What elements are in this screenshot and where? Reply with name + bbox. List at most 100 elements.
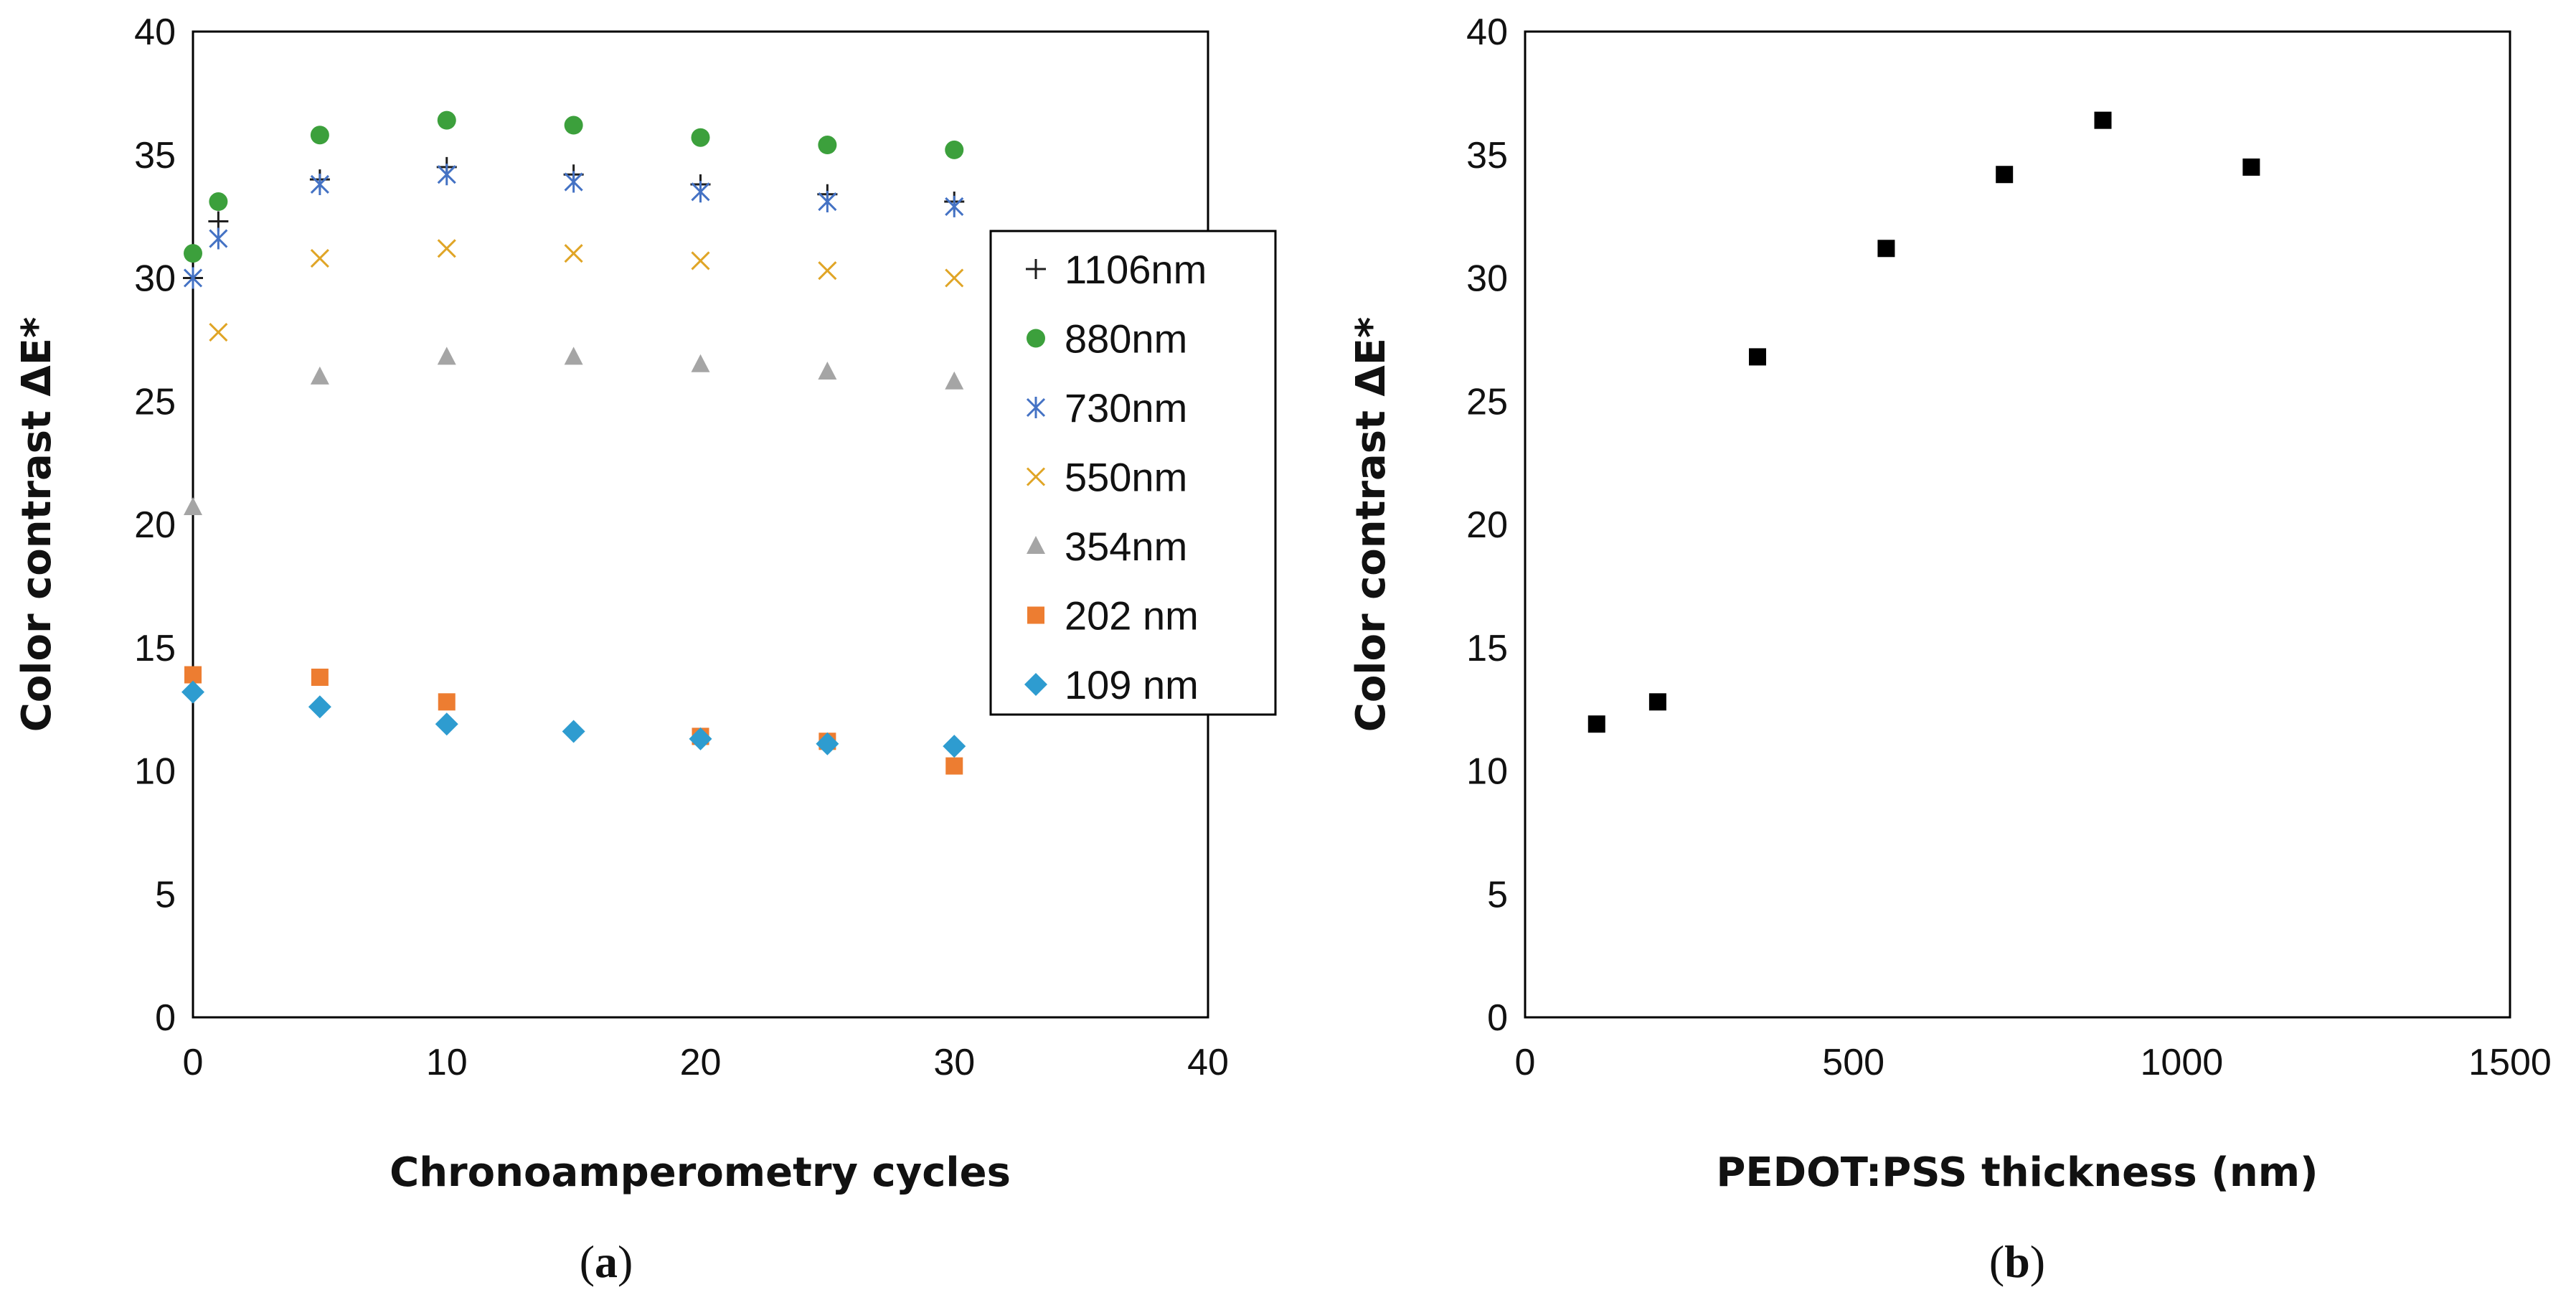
x-tick-labels-b: 0 500 1000 1500 [1515, 1042, 2552, 1083]
y-axis-title-b: Color contrast ΔE* [1348, 317, 1395, 733]
y-tick-label: 0 [1487, 997, 1508, 1039]
legend: 1106nm 880nm 730nm 550nm 354nm 202 nm 109 nm [1024, 247, 1207, 707]
legend-item-550nm: 550nm [1026, 455, 1187, 500]
legend-marker [1027, 606, 1044, 624]
x-tick-label: 0 [1515, 1042, 1536, 1083]
y-tick-label: 5 [155, 874, 176, 915]
data-point [310, 173, 329, 195]
y-tick-label: 15 [134, 628, 176, 669]
legend-marker [1026, 397, 1046, 418]
y-tick-label: 25 [134, 381, 176, 423]
data-point [818, 261, 837, 281]
data-point [689, 727, 712, 750]
data-point [2094, 111, 2112, 129]
legend-label: 880nm [1065, 316, 1187, 362]
data-point [564, 171, 583, 193]
legend-label: 109 nm [1065, 662, 1199, 707]
data-point [691, 128, 710, 147]
legend-label: 550nm [1065, 455, 1187, 500]
data-point [945, 140, 964, 159]
plot-area-b [1524, 30, 2511, 1019]
data-point [437, 347, 456, 365]
data-point [562, 720, 585, 743]
data-point [311, 668, 329, 686]
panel-label-a: (a) [580, 1236, 633, 1287]
x-tick-label: 1500 [2468, 1042, 2552, 1083]
x-tick-label: 500 [1822, 1042, 1884, 1083]
data-point [209, 192, 228, 212]
y-tick-label: 35 [134, 135, 176, 176]
data-point [691, 251, 710, 270]
y-tick-label: 25 [1466, 381, 1508, 423]
data-point [310, 248, 329, 268]
data-point [183, 267, 203, 289]
y-tick-label: 10 [134, 751, 176, 793]
y-tick-label: 20 [134, 504, 176, 546]
series-e-vs-thickness [1587, 111, 2260, 733]
data-point [564, 244, 583, 263]
legend-marker [1027, 329, 1045, 348]
y-tick-label: 30 [1466, 258, 1508, 300]
data-point [308, 695, 331, 719]
data-point [564, 347, 583, 365]
legend-item-354nm: 354nm [1027, 524, 1187, 569]
data-point [816, 732, 839, 755]
data-point [691, 354, 710, 372]
y-tick-label: 15 [1466, 628, 1508, 669]
y-tick-label: 30 [134, 258, 176, 300]
y-tick-label: 10 [1466, 751, 1508, 793]
data-point [437, 164, 456, 186]
data-points-b [1587, 111, 2260, 733]
legend-marker [1026, 467, 1046, 486]
panel-letter-b: b [2004, 1236, 2030, 1287]
x-tick-label: 30 [933, 1042, 975, 1083]
data-point [184, 666, 202, 684]
data-point [2242, 158, 2260, 176]
data-point [1996, 166, 2014, 184]
data-point [943, 735, 966, 758]
legend-marker [1026, 259, 1046, 279]
legend-marker [1024, 673, 1047, 696]
data-point [1749, 348, 1767, 366]
panel-label-b: (b) [1989, 1236, 2045, 1287]
data-point [181, 680, 204, 704]
legend-item-109-nm: 109 nm [1024, 662, 1199, 707]
x-axis-title-a: Chronoamperometry cycles [390, 1149, 1011, 1196]
series-880nm [184, 110, 964, 263]
series-354nm [184, 347, 964, 515]
series-109-nm [181, 680, 966, 758]
series-550nm [209, 239, 964, 342]
data-point [209, 323, 228, 342]
y-tick-label: 40 [134, 11, 176, 53]
x-tick-label: 10 [426, 1042, 468, 1083]
y-tick-labels-a: 0 5 10 15 20 25 30 35 40 [134, 11, 176, 1039]
data-point [437, 239, 456, 258]
data-point [945, 268, 964, 288]
chart-panel-b: 0 5 10 15 20 25 30 35 40 0 500 1000 1500 Color cont… [1348, 11, 2552, 1287]
legend-label: 354nm [1065, 524, 1187, 569]
legend-item-880nm: 880nm [1027, 316, 1187, 362]
legend-item-730nm: 730nm [1026, 385, 1187, 430]
data-point [310, 126, 329, 145]
legend-label: 730nm [1065, 385, 1187, 430]
data-point [818, 136, 837, 155]
legend-label: 202 nm [1065, 593, 1199, 639]
legend-label: 1106nm [1065, 247, 1207, 292]
y-tick-label: 0 [155, 997, 176, 1039]
data-point [818, 362, 837, 380]
data-point [945, 195, 964, 217]
data-point [1648, 693, 1666, 711]
data-point [209, 227, 228, 250]
y-axis-title-a: Color contrast ΔE* [14, 317, 60, 733]
y-tick-label: 5 [1487, 874, 1508, 915]
legend-marker [1027, 536, 1045, 554]
data-point [435, 712, 458, 736]
data-point [691, 181, 710, 203]
data-point [945, 371, 964, 390]
legend-item-1106nm: 1106nm [1026, 247, 1207, 292]
data-point [564, 116, 583, 135]
x-tick-labels-a: 0 10 20 30 40 [183, 1042, 1229, 1083]
data-point [818, 191, 837, 213]
data-point [310, 366, 329, 385]
